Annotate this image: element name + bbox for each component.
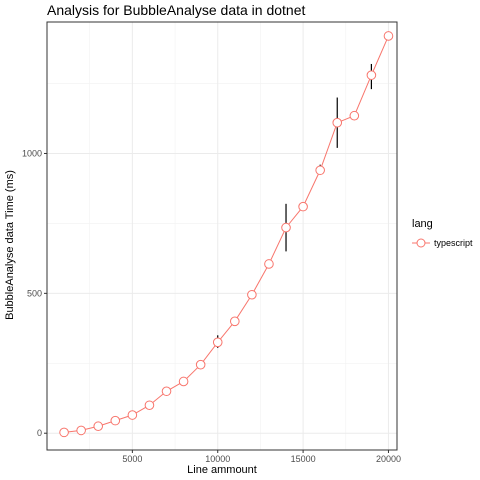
data-point — [247, 289, 257, 300]
data-point — [161, 386, 172, 397]
data-point — [366, 70, 377, 80]
data-point — [110, 415, 121, 426]
x-axis-label: Line ammount — [187, 464, 257, 476]
plot-border — [46, 21, 398, 451]
data-point — [281, 222, 291, 233]
y-tick-label: 0 — [37, 428, 42, 438]
data-point — [298, 201, 308, 212]
legend-key-icon — [412, 238, 430, 248]
x-tick-label: 20000 — [376, 454, 401, 464]
x-tick-label: 10000 — [205, 454, 230, 464]
legend-label: typescript — [434, 238, 473, 248]
plot-panel — [47, 22, 397, 450]
data-point — [332, 117, 343, 128]
data-point — [178, 376, 189, 387]
data-point — [93, 421, 104, 432]
data-point — [349, 110, 360, 121]
data-point — [264, 259, 274, 269]
x-tick-label: 15000 — [291, 454, 316, 464]
data-point — [315, 165, 325, 176]
data-point — [212, 337, 223, 348]
legend-entry: typescript — [412, 236, 473, 250]
data-point — [59, 427, 69, 438]
y-tick-label: 1000 — [22, 148, 42, 158]
y-tick-label: 500 — [27, 288, 42, 298]
data-point — [230, 316, 240, 327]
x-tick-label: 5000 — [122, 454, 142, 464]
legend: lang typescript — [412, 218, 473, 250]
data-point — [383, 31, 394, 41]
chart-title: Analysis for BubbleAnalyse data in dotne… — [47, 2, 306, 18]
data-point — [144, 400, 155, 411]
legend-title: lang — [412, 218, 433, 230]
data-point — [76, 425, 86, 436]
data-point — [195, 359, 206, 370]
data-point — [127, 410, 138, 420]
